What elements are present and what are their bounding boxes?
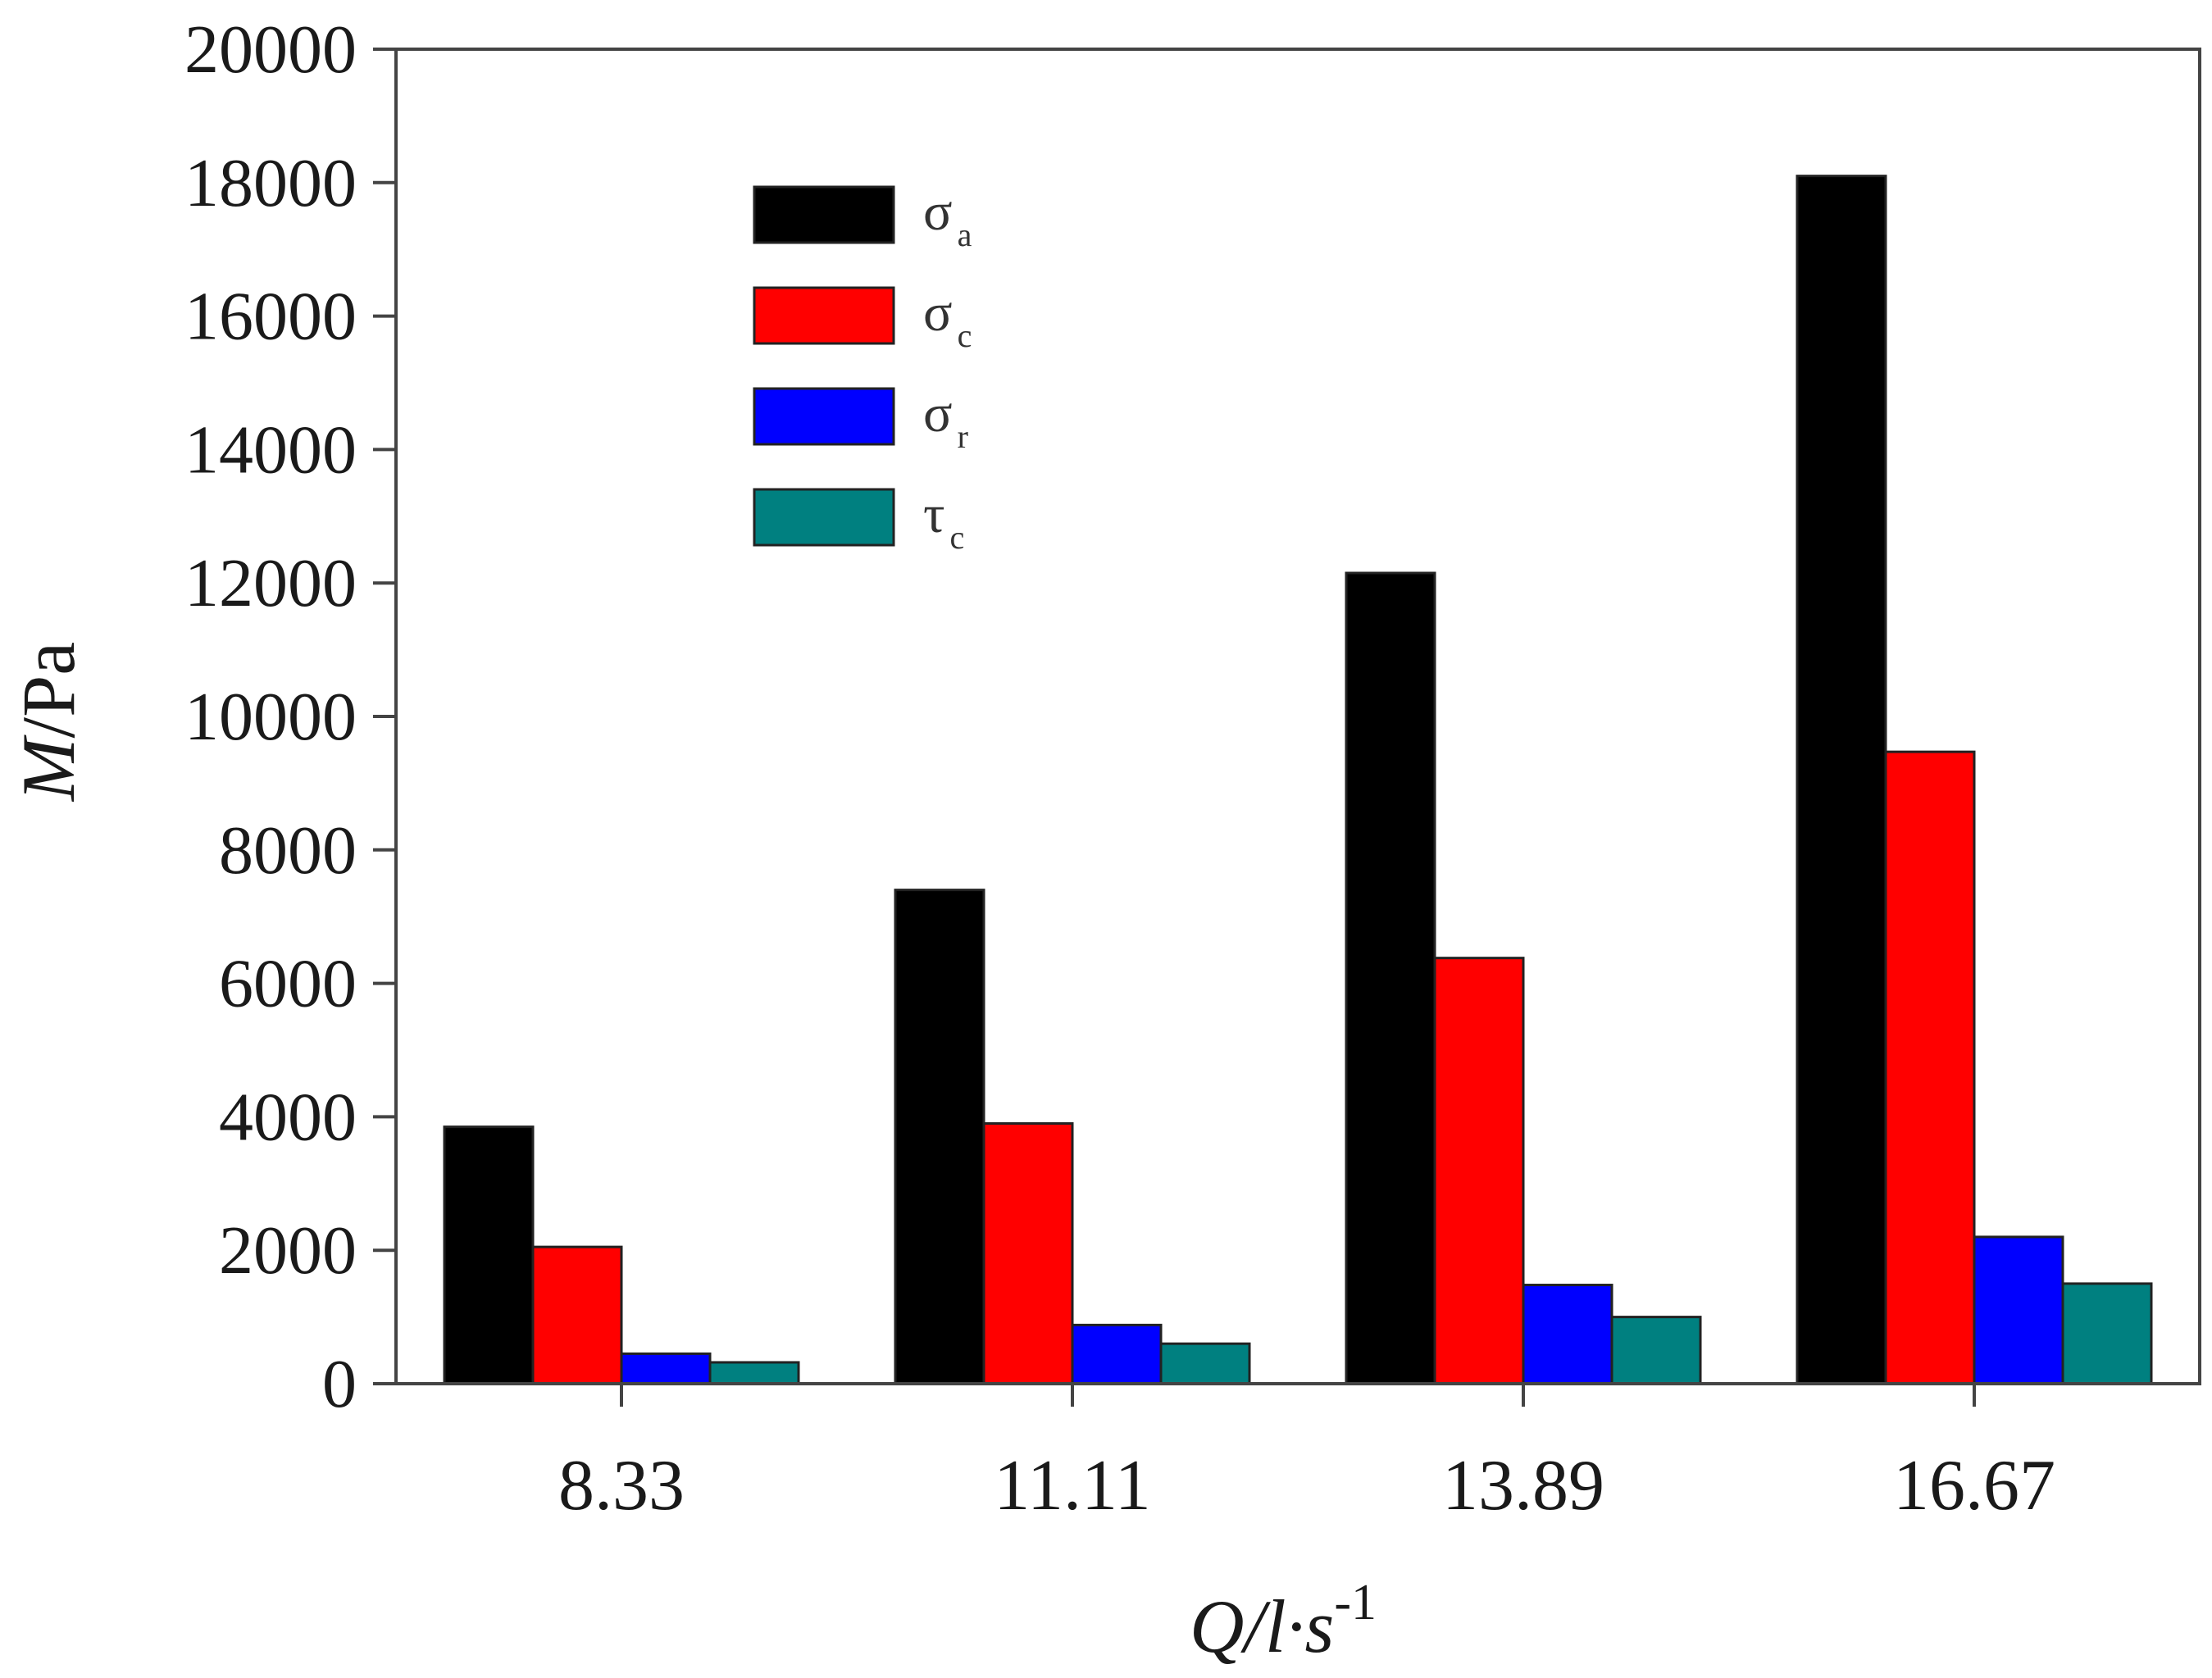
bar-c-963-13.89 bbox=[1433, 957, 1525, 1385]
y-tick-label: 16000 bbox=[184, 279, 357, 355]
x-tick-label: 13.89 bbox=[1442, 1446, 1604, 1526]
x-tick-label: 11.11 bbox=[994, 1446, 1150, 1526]
legend: σ a σ c σ r τ c bbox=[753, 182, 972, 556]
y-axis: 0 2000 4000 6000 8000 10000 12000 14000 16000 180… bbox=[184, 11, 396, 1422]
y-tick-label: 4000 bbox=[219, 1079, 357, 1155]
bar-a-963-13.89 bbox=[1345, 571, 1436, 1385]
bar-c-963-8.33 bbox=[531, 1245, 623, 1385]
legend-swatch bbox=[753, 185, 895, 244]
y-tick-label: 0 bbox=[322, 1346, 357, 1422]
bar-c-964-11.11 bbox=[1159, 1342, 1251, 1385]
bar-r-963-13.89 bbox=[1522, 1284, 1613, 1385]
y-tick-label: 2000 bbox=[219, 1212, 357, 1289]
legend-swatch bbox=[753, 387, 895, 446]
bar-c-964-16.67 bbox=[2061, 1282, 2153, 1385]
y-tick-label: 6000 bbox=[219, 946, 357, 1022]
x-axis-label: Q/l·s-1 bbox=[1190, 1575, 1377, 1668]
bar-a-963-11.11 bbox=[894, 889, 985, 1385]
y-tick-label: 20000 bbox=[184, 11, 357, 88]
y-tick-label: 8000 bbox=[219, 812, 357, 889]
legend-swatch bbox=[753, 488, 895, 547]
x-axis: 8.33 11.11 13.89 16.67 bbox=[558, 1384, 2055, 1526]
y-tick-label: 10000 bbox=[184, 679, 357, 755]
bar-c-963-11.11 bbox=[982, 1122, 1074, 1385]
bar-r-963-16.67 bbox=[1973, 1235, 2064, 1385]
bar-a-963-16.67 bbox=[1796, 175, 1887, 1385]
x-tick-label: 16.67 bbox=[1893, 1446, 2055, 1526]
bar-r-963-8.33 bbox=[620, 1352, 712, 1385]
bar-c-964-13.89 bbox=[1610, 1316, 1702, 1385]
bar-r-963-11.11 bbox=[1071, 1323, 1163, 1385]
y-tick-label: 12000 bbox=[184, 545, 357, 621]
bar-c-964-8.33 bbox=[708, 1361, 800, 1385]
bar-a-963-8.33 bbox=[443, 1125, 535, 1385]
bar-c-963-16.67 bbox=[1884, 750, 1976, 1385]
y-tick-label: 14000 bbox=[184, 412, 357, 488]
x-tick-label: 8.33 bbox=[558, 1446, 685, 1526]
y-axis-label: M/Pa bbox=[7, 642, 90, 803]
y-tick-label: 18000 bbox=[184, 145, 357, 221]
legend-swatch bbox=[753, 286, 895, 345]
bars-layer bbox=[443, 175, 2153, 1385]
